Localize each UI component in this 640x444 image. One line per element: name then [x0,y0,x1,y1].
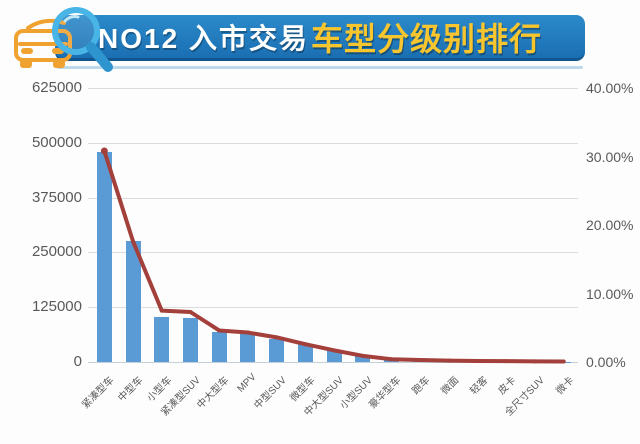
title-prefix: NO12 入市交易 [98,22,309,54]
line-marker [188,309,193,314]
bar [297,344,313,362]
bar [383,358,399,362]
y-axis-left-label: 125000 [31,298,82,316]
x-axis-label: 跑车 [410,375,433,397]
x-axis-line [88,362,578,363]
y-axis-right-label: 30.00% [586,148,634,165]
y-axis-left-label: 625000 [31,79,82,96]
gridline [88,142,578,144]
bar [326,349,342,362]
gridline [88,88,578,89]
bar [182,318,198,362]
title-highlight: 车型分级别排行 [310,20,542,57]
x-axis-label: 紧凑型车 [80,375,117,412]
y-axis-right-label: 20.00% [586,217,634,233]
y-axis-right-label: 0.00% [586,354,626,370]
bar [441,360,457,362]
bar [240,333,256,362]
bar [96,151,112,362]
bar [498,361,514,362]
bar [125,241,141,362]
x-axis-label: MPV [235,371,259,395]
y-axis-left-label: 250000 [31,243,82,261]
car-magnifier-icon [14,7,113,72]
gridline [88,197,578,199]
bar [269,338,285,362]
y-axis-left-label: 500000 [31,133,82,151]
x-axis-label: 微面 [439,375,462,397]
title-banner: NO12 入市交易 车型分级别排行 [55,15,585,61]
x-axis-label: 轻客 [467,375,490,397]
gridline [88,307,578,309]
y-axis-left-label: 375000 [31,188,82,206]
x-axis-label: 微卡 [554,375,576,397]
y-axis-right-label: 40.00% [586,80,634,96]
bar [211,331,227,362]
bar [154,316,170,362]
banner-underline [57,66,583,69]
bar [470,360,486,362]
gridline [88,252,578,254]
line-marker [159,308,164,313]
bar [355,354,371,362]
x-axis-label: 中型车 [116,375,146,405]
magnifier-icon [52,7,113,72]
bar [527,361,543,362]
y-axis-right-label: 10.00% [586,285,634,302]
bar [412,360,428,362]
y-axis-left-label: 0 [73,353,82,370]
